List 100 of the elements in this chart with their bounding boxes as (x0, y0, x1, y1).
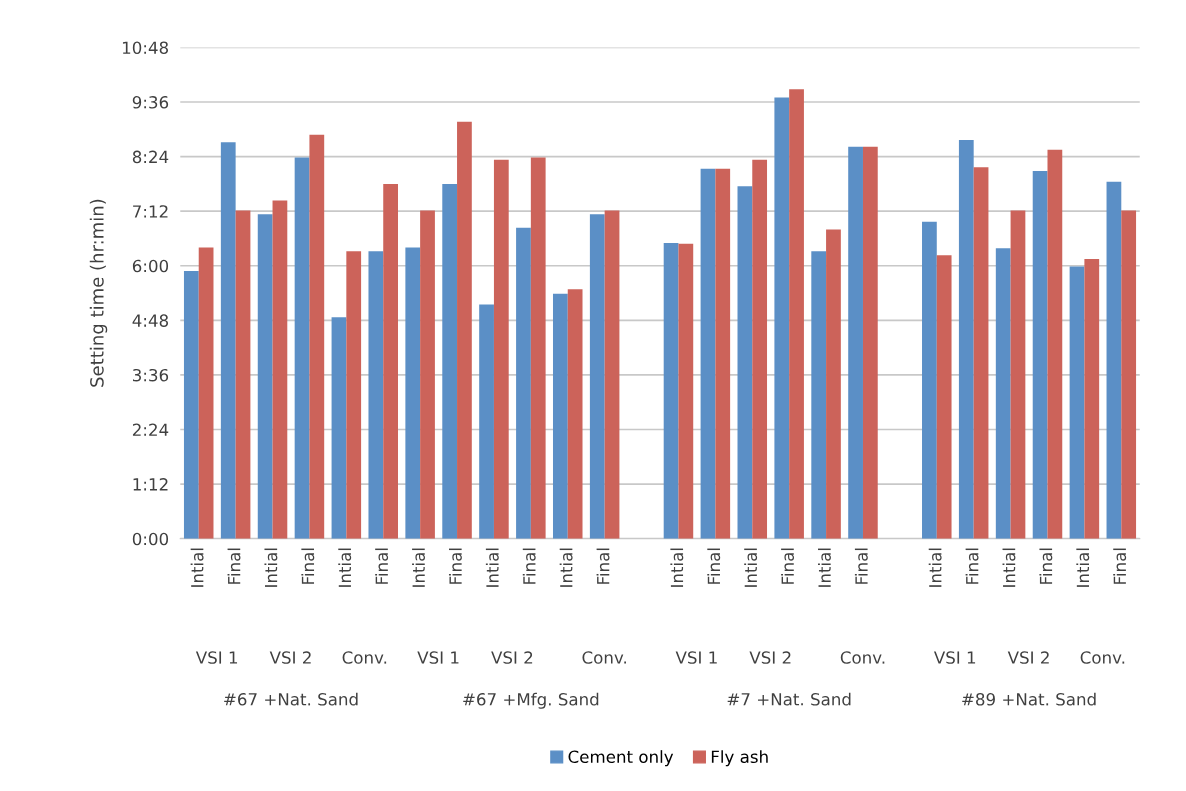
text: VSI 1 (195, 651, 238, 664)
bar (405, 247, 421, 539)
bar (715, 168, 731, 539)
x-tick-label: Intial (264, 548, 278, 587)
bar (257, 214, 273, 539)
bar (294, 157, 310, 539)
x-tick-label: Intial (190, 548, 204, 587)
x-tick-label: Final (522, 548, 536, 584)
text: #67 +Mfg. Sand (463, 692, 599, 709)
bar (936, 255, 952, 539)
y-tick-label: 2:24 (132, 423, 169, 436)
bar (309, 134, 325, 539)
x-tick-label: Final (854, 548, 868, 584)
legend-label: Fly ash (711, 750, 768, 767)
bar (604, 210, 620, 539)
x-tick-label: Final (448, 548, 462, 584)
bar (493, 159, 509, 539)
x-tick-label: Intial (928, 548, 942, 587)
bar (737, 186, 753, 539)
bar (552, 293, 568, 539)
y-tick-label: 8:24 (132, 150, 169, 164)
x-tick-label: Final (965, 548, 979, 584)
bar (1121, 210, 1137, 539)
x-tick-label: Final (596, 548, 610, 584)
bar (1106, 181, 1122, 539)
bar (420, 210, 435, 539)
bar (995, 248, 1011, 539)
y-tick-label: 1:12 (133, 478, 168, 491)
bar (368, 251, 384, 539)
text: #89 +Nat. Sand (962, 692, 1096, 706)
x-tick-label: Intial (559, 548, 573, 587)
bar (198, 247, 214, 539)
text: VSI 2 (749, 651, 791, 664)
bar (1032, 171, 1048, 539)
bar (589, 214, 605, 539)
x-tick-label: Intial (1076, 548, 1090, 587)
x-tick-label: Intial (818, 548, 831, 587)
y-axis-title: Setting time (hr:min) (89, 199, 108, 387)
text: #7 +Nat. Sand (727, 692, 851, 706)
bar (700, 168, 716, 539)
bar (848, 146, 863, 539)
bar (1010, 210, 1026, 539)
bar (973, 167, 989, 539)
bar (530, 157, 546, 539)
bar (862, 146, 878, 539)
bar (789, 89, 804, 539)
y-tick-label: 3:36 (133, 368, 169, 382)
text: VSI 1 (675, 651, 717, 664)
x-tick-label: Final (781, 548, 794, 584)
text: VSI 1 (933, 651, 976, 664)
bar (516, 227, 531, 539)
x-tick-label: Final (707, 548, 721, 584)
y-tick-label: 0:00 (132, 532, 169, 546)
bar (220, 142, 236, 539)
bar (567, 289, 583, 539)
bar (383, 183, 398, 539)
x-tick-label: Intial (1002, 548, 1016, 587)
bar (235, 210, 251, 539)
bar (183, 271, 199, 539)
bar (678, 243, 694, 539)
x-tick-label: Intial (744, 548, 758, 587)
text: Conv. (840, 651, 885, 664)
text: Conv. (582, 651, 626, 664)
bar (826, 229, 841, 539)
bar (1069, 266, 1085, 539)
x-tick-label: Intial (338, 548, 352, 587)
bar (1047, 149, 1063, 539)
y-tick-label: 9:36 (132, 96, 169, 109)
y-tick-label: 7:12 (133, 205, 168, 218)
x-tick-label: Final (1113, 548, 1127, 584)
bar (922, 221, 937, 539)
bar (442, 183, 458, 539)
y-tick-label: 6:00 (132, 259, 169, 273)
y-tick-label: 4:48 (132, 314, 169, 327)
legend-label: Cement only (568, 750, 674, 767)
x-tick-label: Intial (412, 548, 425, 587)
text: VSI 2 (269, 651, 311, 664)
bar (346, 251, 362, 539)
bar (752, 159, 768, 539)
x-tick-label: Final (301, 548, 315, 584)
x-tick-label: Intial (485, 548, 499, 587)
bar (457, 121, 472, 539)
bar (663, 243, 679, 539)
text: VSI 2 (491, 651, 533, 664)
bar (958, 139, 974, 539)
y-tick-label: 10:48 (122, 41, 169, 55)
bar (774, 97, 790, 539)
x-tick-label: Final (375, 548, 389, 584)
x-tick-label: Final (1039, 548, 1053, 584)
text: Conv. (342, 651, 387, 664)
bar (272, 200, 288, 539)
bar (1084, 258, 1100, 539)
text: Conv. (1080, 651, 1125, 664)
text: VSI 1 (417, 651, 459, 664)
bar (811, 251, 827, 539)
x-tick-label: Final (227, 548, 241, 584)
x-tick-label: Intial (670, 548, 684, 587)
bar (479, 304, 494, 539)
text: #67 +Nat. Sand (224, 692, 358, 706)
text: VSI 2 (1007, 651, 1049, 664)
